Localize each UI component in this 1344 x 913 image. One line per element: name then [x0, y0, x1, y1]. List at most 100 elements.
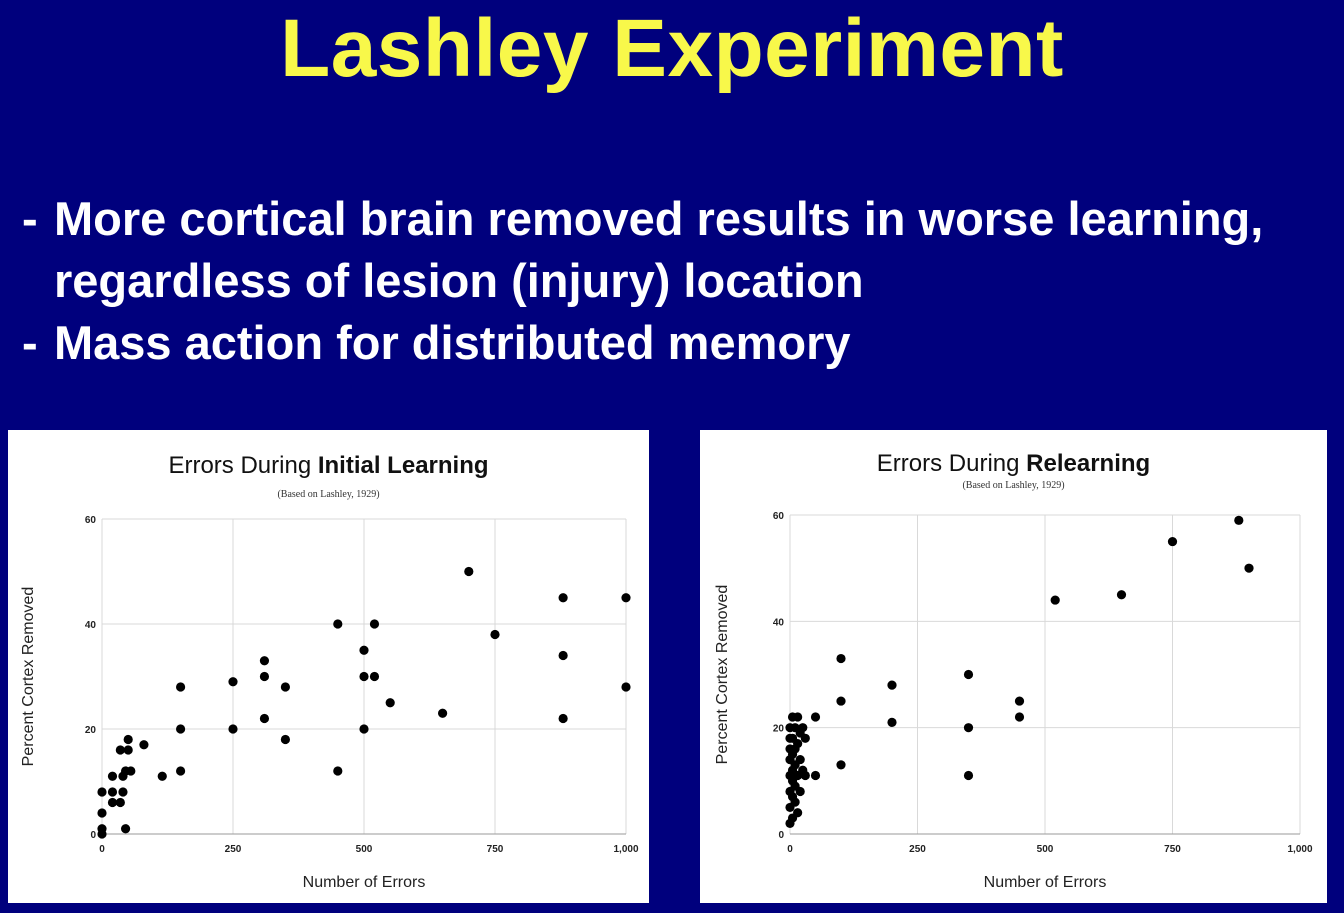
data-point	[369, 671, 380, 682]
data-point	[795, 754, 805, 765]
data-point	[1234, 515, 1244, 525]
chart-title-prefix: Errors During	[877, 450, 1026, 477]
scatter-chart-initial-learning: Errors During Initial Learning (Based on …	[20, 452, 639, 891]
data-point	[115, 745, 125, 755]
data-point	[126, 766, 136, 776]
data-point	[963, 723, 974, 733]
data-point	[176, 682, 186, 692]
data-point	[1014, 712, 1025, 722]
bullet-item: - More cortical brain removed results in…	[22, 188, 1322, 312]
data-point	[621, 682, 631, 692]
data-point	[333, 619, 343, 629]
data-point	[139, 740, 149, 750]
bullet-text: Mass action for distributed memory	[54, 316, 851, 369]
data-point	[107, 771, 118, 781]
data-point	[438, 708, 448, 718]
data-point	[1014, 696, 1025, 706]
x-tick-label: 0	[787, 844, 793, 855]
chart-title-bold: Initial Learning	[318, 452, 489, 479]
bullet-text: More cortical brain removed results in w…	[54, 192, 1264, 307]
x-tick-label: 750	[1164, 844, 1181, 855]
data-point	[464, 566, 474, 577]
data-point	[836, 760, 846, 770]
data-point	[97, 808, 107, 818]
y-tick-label: 20	[85, 725, 97, 736]
data-point	[795, 786, 805, 797]
data-point	[836, 696, 846, 706]
chart-panel-relearning: Errors During Relearning (Based on Lashle…	[700, 430, 1327, 903]
data-point	[107, 787, 118, 797]
x-axis-label: Number of Errors	[984, 874, 1107, 891]
chart-subtitle: (Based on Lashley, 1929)	[277, 489, 379, 500]
data-point	[800, 770, 810, 781]
y-axis-label: Percent Cortex Removed	[714, 585, 731, 765]
y-tick-label: 60	[773, 511, 785, 522]
bullet-dash: -	[22, 316, 38, 369]
data-point	[963, 669, 974, 680]
data-point	[836, 653, 846, 664]
x-tick-label: 1,000	[613, 844, 638, 855]
data-point	[176, 724, 186, 734]
y-tick-label: 20	[773, 724, 785, 735]
data-point	[793, 739, 803, 749]
x-tick-label: 750	[487, 844, 504, 855]
data-point	[120, 824, 131, 834]
data-point	[97, 787, 107, 797]
data-point	[333, 766, 343, 776]
chart-title-prefix: Errors During	[168, 452, 317, 479]
data-point	[157, 771, 167, 781]
data-point	[385, 698, 395, 708]
data-point	[790, 797, 800, 807]
data-point	[280, 734, 290, 745]
data-point	[228, 677, 238, 687]
x-tick-label: 250	[225, 844, 242, 855]
data-point	[118, 787, 128, 797]
chart-panel-initial-learning: Errors During Initial Learning (Based on …	[8, 430, 649, 903]
data-point	[107, 797, 118, 808]
data-point	[359, 645, 369, 655]
chart-subtitle: (Based on Lashley, 1929)	[962, 480, 1064, 491]
data-point	[810, 770, 821, 781]
data-point	[887, 717, 897, 727]
data-point	[123, 745, 133, 755]
x-axis-label: Number of Errors	[303, 874, 426, 891]
data-point	[798, 723, 808, 733]
data-point	[259, 671, 270, 682]
data-point	[259, 656, 270, 666]
data-point	[1244, 563, 1254, 573]
data-point	[123, 734, 133, 745]
bullet-dash: -	[22, 192, 38, 245]
data-point	[97, 824, 107, 834]
data-point	[369, 619, 380, 629]
data-point	[558, 593, 568, 603]
data-point	[359, 724, 369, 734]
data-point	[228, 724, 238, 734]
data-point	[558, 650, 568, 661]
y-tick-label: 60	[85, 515, 97, 526]
x-tick-label: 0	[99, 844, 105, 855]
x-tick-label: 1,000	[1287, 844, 1312, 855]
data-point	[558, 713, 568, 724]
y-tick-label: 40	[773, 617, 785, 628]
data-point	[793, 808, 803, 818]
y-axis-label: Percent Cortex Removed	[20, 587, 37, 767]
x-tick-label: 250	[909, 844, 926, 855]
data-point	[115, 797, 125, 808]
chart-title: Errors During Initial Learning	[168, 452, 488, 479]
data-point	[280, 682, 290, 692]
chart-title-bold: Relearning	[1026, 450, 1150, 477]
data-point	[887, 680, 897, 690]
bullet-item: - Mass action for distributed memory	[22, 312, 1322, 374]
data-point	[1116, 590, 1127, 600]
y-tick-label: 0	[778, 830, 784, 841]
data-point	[259, 713, 270, 724]
data-point	[963, 770, 974, 781]
data-point	[1050, 595, 1060, 605]
scatter-chart-relearning: Errors During Relearning (Based on Lashle…	[714, 450, 1313, 891]
chart-title: Errors During Relearning	[877, 450, 1150, 477]
data-point	[359, 671, 369, 682]
x-tick-label: 500	[1037, 844, 1054, 855]
data-point	[621, 593, 631, 603]
y-tick-label: 40	[85, 620, 97, 631]
slide-title: Lashley Experiment	[280, 3, 1064, 94]
